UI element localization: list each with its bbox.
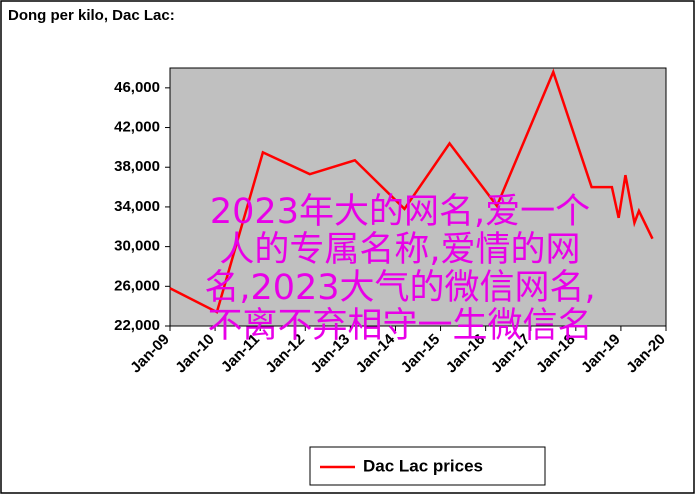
y-tick-label: 30,000	[114, 238, 160, 255]
y-tick-label: 22,000	[114, 317, 160, 334]
series-line	[169, 68, 654, 314]
chart-title: Dong per kilo, Dac Lac:	[8, 7, 175, 24]
y-tick-label: 46,000	[114, 79, 160, 96]
y-tick-label: 34,000	[114, 198, 160, 215]
legend-label: Dac Lac prices	[363, 456, 483, 475]
y-tick-label: 42,000	[114, 119, 160, 136]
y-tick-label: 38,000	[114, 158, 160, 175]
overlay-text: 2023年大的网名,爱一个人的专属名称,爱情的网名,2023大气的微信网名,不离…	[204, 192, 596, 346]
plot-area	[169, 67, 667, 327]
y-tick-label: 26,000	[114, 277, 160, 294]
